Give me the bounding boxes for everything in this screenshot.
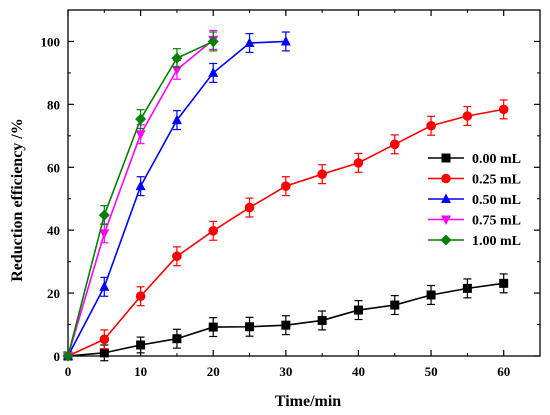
data-point bbox=[207, 35, 219, 47]
data-point bbox=[135, 291, 146, 302]
legend-item: 1.00 mL bbox=[428, 234, 521, 249]
legend-label: 0.50 mL bbox=[472, 193, 521, 208]
data-point bbox=[99, 229, 110, 239]
legend-item: 0.50 mL bbox=[428, 193, 521, 208]
series-line bbox=[67, 39, 214, 357]
data-point bbox=[172, 334, 182, 344]
legend-item: 0.75 mL bbox=[428, 214, 521, 229]
data-point bbox=[244, 37, 255, 48]
data-point bbox=[389, 139, 400, 150]
series-1 bbox=[63, 99, 509, 361]
legend-item: 0.25 mL bbox=[428, 173, 521, 188]
data-point bbox=[317, 169, 327, 179]
x-tick-label: 50 bbox=[425, 364, 438, 379]
data-point bbox=[171, 114, 182, 125]
legend-label: 0.25 mL bbox=[472, 173, 521, 188]
data-point bbox=[171, 52, 183, 64]
x-tick-label: 20 bbox=[207, 364, 220, 379]
legend-label: 1.00 mL bbox=[472, 234, 521, 249]
data-point bbox=[245, 322, 255, 332]
legend-swatch-marker bbox=[441, 153, 451, 163]
series-2 bbox=[63, 31, 291, 360]
series-0 bbox=[63, 273, 509, 362]
y-tick-label: 0 bbox=[54, 349, 61, 364]
data-point bbox=[135, 180, 146, 191]
data-point bbox=[98, 209, 110, 221]
data-point bbox=[62, 350, 74, 362]
x-axis-title: Time/min bbox=[275, 393, 341, 410]
series-line bbox=[67, 40, 214, 357]
y-tick-label: 20 bbox=[47, 286, 60, 301]
legend-item: 0.00 mL bbox=[428, 152, 521, 167]
data-point bbox=[208, 67, 219, 77]
data-point bbox=[135, 130, 146, 140]
data-point bbox=[426, 290, 436, 300]
y-axis-title: Reduction efficiency /% bbox=[9, 118, 26, 282]
data-point bbox=[99, 281, 110, 291]
data-point bbox=[353, 305, 363, 315]
series-line bbox=[67, 40, 286, 357]
data-point bbox=[99, 348, 109, 358]
x-tick-label: 0 bbox=[65, 364, 72, 379]
data-point bbox=[317, 315, 327, 325]
data-point bbox=[99, 334, 110, 345]
plot-frame bbox=[67, 9, 541, 357]
data-point bbox=[136, 340, 146, 350]
legend-swatch-marker bbox=[441, 173, 451, 184]
y-tick-label: 80 bbox=[47, 97, 60, 112]
series-group bbox=[62, 29, 509, 362]
data-point bbox=[208, 322, 218, 332]
data-point bbox=[390, 300, 400, 310]
x-tick-label: 60 bbox=[497, 364, 510, 379]
y-tick-label: 100 bbox=[41, 34, 61, 49]
legend-label: 0.75 mL bbox=[472, 214, 521, 229]
x-tick-label: 10 bbox=[134, 364, 147, 379]
x-tick-label: 40 bbox=[352, 364, 365, 379]
data-point bbox=[244, 202, 255, 213]
legend: 0.00 mL 0.25 mL 0.50 mL 0.75 mL 1.00 mL bbox=[428, 152, 521, 249]
y-tick-label: 40 bbox=[47, 223, 60, 238]
axes: 0 10 20 30 40 50 60 0 20 40 60 80 100 bbox=[41, 10, 540, 379]
y-tick-label: 60 bbox=[47, 160, 60, 175]
data-point bbox=[172, 251, 182, 262]
x-tick-label: 30 bbox=[279, 364, 292, 379]
data-point bbox=[498, 104, 509, 115]
data-point bbox=[462, 111, 473, 121]
data-point bbox=[426, 120, 436, 131]
legend-label: 0.00 mL bbox=[472, 152, 521, 167]
legend-swatch-marker bbox=[441, 215, 451, 225]
series-4 bbox=[62, 31, 219, 362]
data-point bbox=[499, 278, 509, 288]
legend-swatch-marker bbox=[440, 234, 452, 246]
data-point bbox=[462, 283, 472, 293]
data-point bbox=[281, 320, 291, 330]
data-point bbox=[135, 113, 147, 125]
data-point bbox=[280, 35, 291, 46]
data-point bbox=[353, 158, 364, 168]
plot-area bbox=[67, 9, 541, 357]
data-point bbox=[281, 181, 291, 191]
data-point bbox=[208, 226, 219, 236]
legend-swatch-marker bbox=[441, 193, 451, 203]
